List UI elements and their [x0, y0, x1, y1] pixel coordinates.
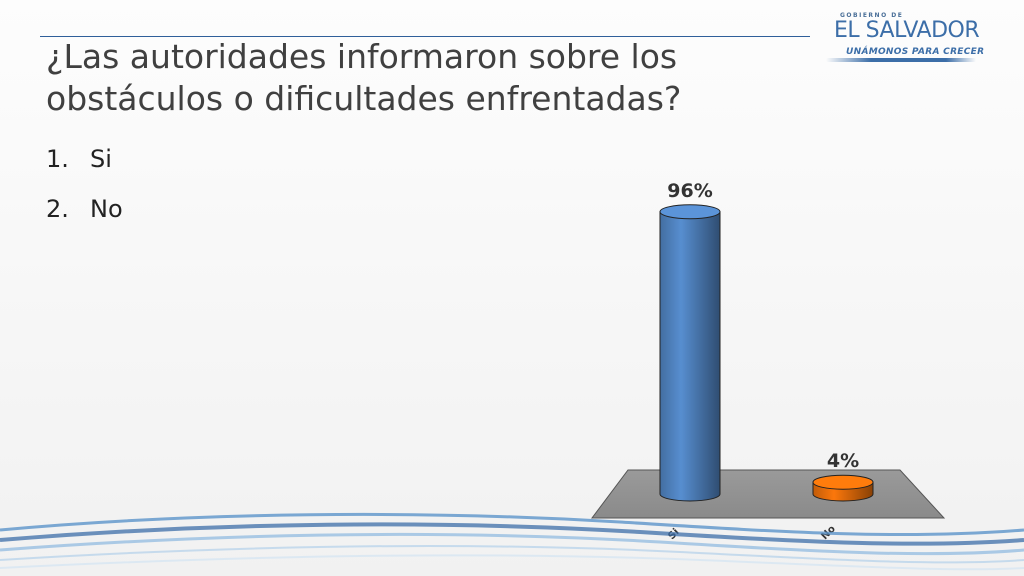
answer-option: 2. No	[46, 192, 123, 242]
logo-small-text: GOBIERNO DE	[840, 12, 904, 19]
option-number: 2.	[46, 195, 69, 223]
title-rule	[40, 36, 810, 37]
data-label: 4%	[827, 450, 859, 472]
logo-tagline: UNÁMONOS PARA CRECER	[846, 47, 985, 57]
logo-swoosh	[826, 58, 976, 62]
data-label: 96%	[667, 180, 712, 202]
option-label: Si	[90, 145, 112, 173]
slide-title: ¿Las autoridades informaron sobre los ob…	[46, 37, 682, 118]
answer-options: 1. Si 2. No	[46, 142, 123, 242]
logo-name: EL SALVADOR	[834, 18, 980, 43]
el-salvador-logo: GOBIERNO DE EL SALVADOR UNÁMONOS PARA CR…	[822, 12, 992, 64]
bar-si	[659, 204, 721, 502]
option-label: No	[90, 195, 123, 223]
bar-no	[812, 474, 874, 502]
option-number: 1.	[46, 145, 69, 173]
decorative-waves	[0, 512, 1024, 571]
answer-option: 1. Si	[46, 142, 123, 192]
